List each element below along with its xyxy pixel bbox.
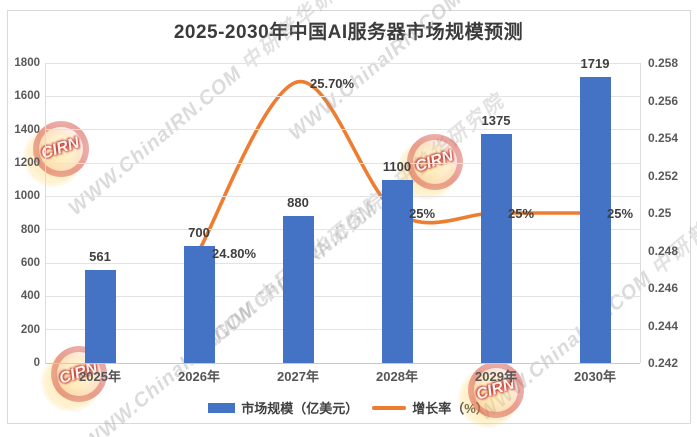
y-axis-tick-label: 0 [33, 357, 40, 369]
x-axis-label: 2025年 [79, 369, 121, 384]
legend-item-growth-rate: 增长率（%） [372, 398, 489, 417]
x-axis-label: 2026年 [178, 369, 220, 384]
secondary-axis-tick-label: 0.252 [648, 168, 679, 183]
legend-item-market-size: 市场规模（亿美元） [208, 398, 358, 417]
y-axis-tick-label: 1400 [14, 123, 40, 136]
y-axis-tick-label: 1200 [14, 157, 40, 169]
line-value-label: 25% [508, 206, 535, 221]
line-value-label: 25% [607, 206, 634, 221]
bar-series-swatch [208, 402, 236, 413]
gridline [45, 362, 640, 364]
legend-label: 增长率（%） [412, 401, 489, 416]
line-value-label: 25.70% [310, 75, 355, 91]
bar-2027年 [282, 216, 314, 363]
x-axis-label: 2028年 [376, 369, 418, 384]
secondary-axis-tick-label: 0.254 [648, 131, 679, 145]
y-axis-tick-label: 600 [20, 257, 40, 269]
gridline [45, 95, 640, 97]
bar-value-label: 700 [188, 225, 210, 241]
secondary-axis-line [640, 63, 641, 363]
x-axis-label: 2030年 [574, 369, 616, 384]
secondary-axis-tick-label: 0.246 [648, 281, 679, 295]
growth-line-chart [197, 79, 597, 253]
secondary-axis-tick-label: 0.242 [648, 356, 679, 370]
y-axis-tick-label: 1000 [14, 190, 40, 203]
gridline [45, 229, 640, 231]
bar-value-label: 1100 [382, 158, 412, 174]
gridline [45, 162, 640, 164]
line-value-label: 25% [409, 206, 436, 221]
primary-axis-line [45, 63, 46, 363]
bar-2025年 [84, 269, 116, 363]
secondary-axis-tick-label: 0.258 [648, 56, 679, 70]
gridline [45, 195, 640, 197]
bar-value-label: 561 [89, 248, 111, 264]
legend: 市场规模（亿美元） 增长率（%） [0, 398, 697, 417]
bar-2028年 [381, 179, 413, 363]
y-axis-tick-label: 1800 [14, 57, 40, 69]
y-axis-tick-label: 200 [20, 323, 40, 336]
bar-value-label: 1719 [580, 55, 610, 71]
x-axis-label: 2027年 [277, 369, 319, 384]
gridline [45, 262, 640, 264]
legend-label: 市场规模（亿美元） [241, 401, 359, 416]
gridline [45, 129, 640, 131]
bar-value-label: 880 [287, 195, 309, 211]
y-axis-tick-label: 1600 [14, 90, 40, 103]
bar-2030年 [579, 76, 611, 363]
chart-frame [7, 10, 691, 424]
x-axis-label: 2029年 [475, 369, 517, 384]
line-series-swatch [372, 405, 407, 410]
bar-value-label: 1375 [481, 112, 511, 128]
gridline [45, 62, 640, 64]
gridline [45, 329, 640, 331]
secondary-axis-tick-label: 0.248 [648, 243, 679, 258]
bar-2029年 [480, 133, 512, 363]
y-axis-tick-label: 400 [20, 290, 40, 303]
chart-title: 2025-2030年中国AI服务器市场规模预测 [173, 22, 524, 43]
bar-2026年 [183, 246, 215, 363]
line-value-label: 24.80% [212, 245, 257, 261]
y-axis-tick-label: 800 [20, 223, 40, 236]
secondary-axis-tick-label: 0.244 [648, 318, 679, 333]
secondary-axis-tick-label: 0.256 [648, 93, 679, 108]
secondary-axis-tick-label: 0.25 [648, 206, 672, 220]
gridline [45, 295, 640, 297]
